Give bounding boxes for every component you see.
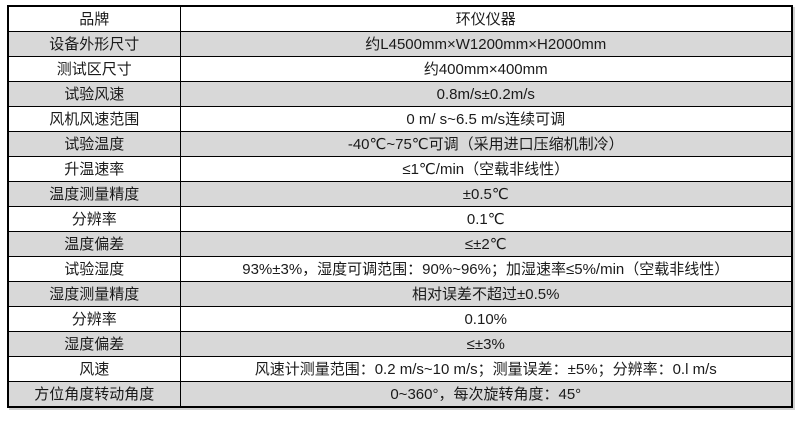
spec-value-cell: ≤±2℃ bbox=[179, 231, 793, 257]
spec-label-cell: 分辨率 bbox=[7, 206, 181, 232]
spec-value-cell: -40℃~75℃可调（采用进口压缩机制冷） bbox=[179, 131, 793, 157]
table-row: 风机风速范围 0 m/ s~6.5 m/s连续可调 bbox=[7, 106, 793, 132]
spec-value-cell: 0.8m/s±0.2m/s bbox=[179, 81, 793, 107]
spec-value-cell: 93%±3%，湿度可调范围：90%~96%；加湿速率≤5%/min（空载非线性） bbox=[179, 256, 793, 282]
spec-label-cell: 湿度测量精度 bbox=[7, 281, 181, 307]
spec-label-cell: 风机风速范围 bbox=[7, 106, 181, 132]
table-row: 升温速率 ≤1℃/min（空载非线性） bbox=[7, 156, 793, 182]
table-row: 试验温度 -40℃~75℃可调（采用进口压缩机制冷） bbox=[7, 131, 793, 157]
table-row: 试验风速 0.8m/s±0.2m/s bbox=[7, 81, 793, 107]
spec-value-cell: 约400mm×400mm bbox=[179, 56, 793, 82]
table-row: 湿度测量精度 相对误差不超过±0.5% bbox=[7, 281, 793, 307]
spec-value-cell: 风速计测量范围：0.2 m/s~10 m/s；测量误差：±5%；分辨率：0.l … bbox=[179, 356, 793, 382]
spec-label-cell: 温度测量精度 bbox=[7, 181, 181, 207]
table-row: 方位角度转动角度 0~360°，每次旋转角度：45° bbox=[7, 381, 793, 408]
spec-label-cell: 湿度偏差 bbox=[7, 331, 181, 357]
spec-value-cell: 0 m/ s~6.5 m/s连续可调 bbox=[179, 106, 793, 132]
spec-value-cell: 相对误差不超过±0.5% bbox=[179, 281, 793, 307]
equipment-spec-table: 品牌 环仪仪器 设备外形尺寸 约L4500mm×W1200mm×H2000mm … bbox=[7, 5, 793, 408]
table-row: 分辨率 0.10% bbox=[7, 306, 793, 332]
table-row: 试验湿度 93%±3%，湿度可调范围：90%~96%；加湿速率≤5%/min（空… bbox=[7, 256, 793, 282]
spec-label-cell: 风速 bbox=[7, 356, 181, 382]
spec-label-cell: 试验湿度 bbox=[7, 256, 181, 282]
spec-value-cell: 0.1℃ bbox=[179, 206, 793, 232]
spec-value-cell: 0.10% bbox=[179, 306, 793, 332]
spec-label-cell: 升温速率 bbox=[7, 156, 181, 182]
spec-label-cell: 设备外形尺寸 bbox=[7, 31, 181, 57]
table-row: 品牌 环仪仪器 bbox=[7, 5, 793, 32]
spec-value-cell: ≤1℃/min（空载非线性） bbox=[179, 156, 793, 182]
spec-value-cell: ≤±3% bbox=[179, 331, 793, 357]
spec-label-cell: 分辨率 bbox=[7, 306, 181, 332]
table-row: 温度测量精度 ±0.5℃ bbox=[7, 181, 793, 207]
spec-label-cell: 试验温度 bbox=[7, 131, 181, 157]
spec-value-cell: 0~360°，每次旋转角度：45° bbox=[179, 381, 793, 408]
spec-label-cell: 品牌 bbox=[7, 5, 181, 32]
spec-value-cell: 环仪仪器 bbox=[179, 5, 793, 32]
spec-label-cell: 测试区尺寸 bbox=[7, 56, 181, 82]
spec-label-cell: 方位角度转动角度 bbox=[7, 381, 181, 408]
table-row: 设备外形尺寸 约L4500mm×W1200mm×H2000mm bbox=[7, 31, 793, 57]
table-row: 湿度偏差 ≤±3% bbox=[7, 331, 793, 357]
table-row: 温度偏差 ≤±2℃ bbox=[7, 231, 793, 257]
table-row: 测试区尺寸 约400mm×400mm bbox=[7, 56, 793, 82]
spec-value-cell: ±0.5℃ bbox=[179, 181, 793, 207]
table-row: 风速 风速计测量范围：0.2 m/s~10 m/s；测量误差：±5%；分辨率：0… bbox=[7, 356, 793, 382]
spec-label-cell: 试验风速 bbox=[7, 81, 181, 107]
spec-label-cell: 温度偏差 bbox=[7, 231, 181, 257]
table-row: 分辨率 0.1℃ bbox=[7, 206, 793, 232]
spec-value-cell: 约L4500mm×W1200mm×H2000mm bbox=[179, 31, 793, 57]
